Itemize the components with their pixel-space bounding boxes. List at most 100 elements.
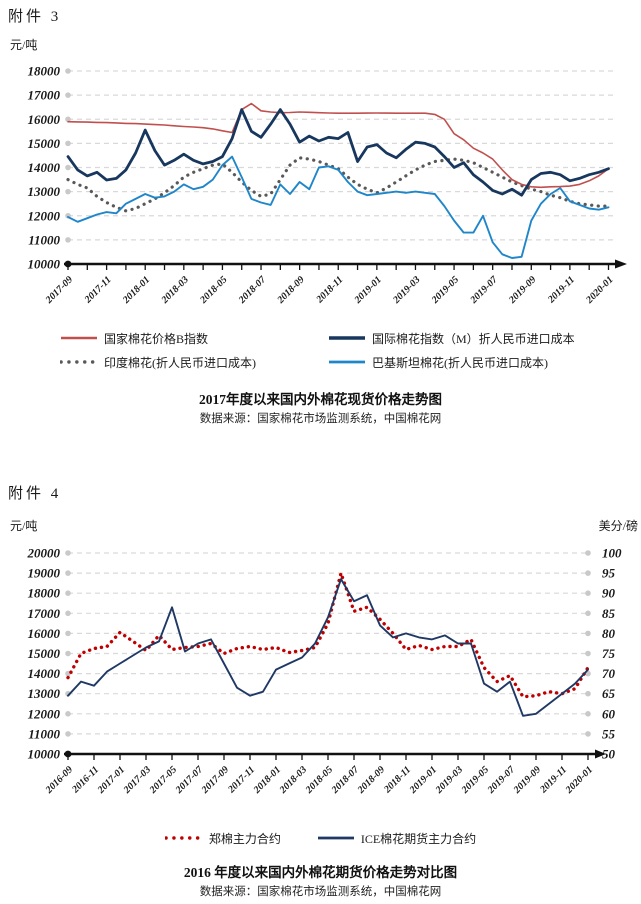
x-axis-label: 2020-01: [584, 274, 616, 306]
legend-label: 国际棉花指数（M）折人民币进口成本: [372, 331, 575, 346]
series-line-1: [66, 108, 610, 197]
y-axis-label: 14000: [28, 666, 61, 681]
grid-dot-right: [585, 690, 591, 697]
x-axis-label: 2019-03: [391, 274, 423, 306]
right-y-axis-label: 90: [602, 586, 616, 601]
series-dots-0: [66, 571, 590, 699]
grid-dot-right: [585, 610, 591, 617]
x-axis-label: 2018-03: [159, 274, 191, 306]
y-axis-label: 18000: [28, 586, 61, 601]
y-axis-label: 11000: [28, 232, 60, 247]
right-y-axis-label: 75: [602, 646, 616, 661]
legend-label: 郑棉主力合约: [208, 831, 281, 846]
y-axis-label: 14000: [28, 160, 61, 175]
x-axis-label: 2019-09: [506, 274, 538, 306]
y-axis-label: 16000: [28, 112, 61, 127]
legend-swatch-line: [317, 836, 354, 840]
y-axis-label: 15000: [28, 646, 61, 661]
x-axis-label: 2018-05: [303, 764, 335, 796]
x-axis-label: 2017-11: [225, 764, 257, 796]
right-y-axis-label: 95: [602, 566, 616, 581]
y-axis-label: 17000: [28, 606, 61, 621]
x-axis-label: 2018-11: [381, 764, 413, 796]
y-axis-label: 12000: [28, 208, 61, 223]
attachment-3-label: 附件 3: [8, 9, 62, 25]
x-axis-label: 2016-09: [43, 764, 75, 796]
x-axis-label: 2016-11: [69, 764, 101, 796]
grid-dot-left: [65, 116, 71, 123]
x-axis-label: 2019-05: [429, 274, 461, 306]
series-dots-2: [66, 156, 611, 213]
grid-dot-left: [65, 570, 71, 576]
chart1-source: 数据来源：国家棉花市场监测系统，中国棉花网: [199, 413, 442, 425]
attachment-4-label: 附件 4: [8, 486, 62, 502]
x-axis-label: 2019-05: [459, 764, 491, 796]
x-axis-origin-dot: [64, 260, 72, 268]
spot-price-chart-group: 10000 11000 12000 13000 14000 15000 16000 17000…: [28, 64, 627, 307]
grid-dot-right: [585, 650, 591, 657]
y-axis-label: 16000: [28, 626, 61, 641]
chart1-title: 2017年度以来国内外棉花现货价格走势图: [199, 392, 442, 407]
legend-item: ICE棉花期货主力合约: [317, 831, 477, 846]
grid-dot-right: [585, 630, 591, 637]
x-axis-label: 2019-01: [407, 764, 439, 796]
x-axis-label: 2018-01: [251, 764, 283, 796]
y-axis-label: 17000: [28, 88, 61, 103]
chart2-title: 2016 年度以来国内外棉花期货价格走势对比图: [183, 865, 458, 880]
legend-label: 国家棉花价格B指数: [104, 331, 209, 346]
right-y-axis-label: 60: [602, 706, 616, 721]
legend-label: ICE棉花期货主力合约: [360, 831, 477, 846]
grid-dot-right: [585, 550, 591, 556]
right-y-axis-label: 80: [602, 626, 616, 641]
x-axis-label: 2018-01: [120, 274, 152, 306]
y-axis-label: 19000: [28, 566, 61, 581]
y-axis-label: 10000: [28, 257, 61, 272]
grid-dot-right: [585, 590, 591, 596]
x-axis-label: 2018-09: [355, 764, 387, 796]
x-axis-label: 2018-09: [275, 274, 307, 306]
y-axis-label: 12000: [28, 706, 61, 721]
grid-dot-left: [65, 550, 71, 556]
grid-dot-left: [65, 590, 71, 596]
right-y-axis-label: 65: [602, 686, 616, 701]
x-axis-label: 2017-09: [43, 274, 75, 306]
y-axis-label: 15000: [28, 136, 61, 151]
legend-label: 印度棉花(折人民币进口成本): [104, 355, 256, 370]
legend-label: 巴基斯坦棉花(折人民币进口成本): [372, 355, 548, 370]
x-axis-label: 2019-11: [537, 764, 569, 796]
x-axis-label: 2017-11: [82, 274, 114, 306]
grid-dot-left: [65, 731, 71, 737]
x-axis-label: 2019-09: [511, 764, 543, 796]
x-axis-origin-dot: [64, 750, 72, 758]
x-axis-arrow-icon: [595, 749, 606, 759]
legend-swatch-line: [329, 336, 365, 340]
x-axis-label: 2019-07: [468, 274, 501, 307]
grid-dot-left: [65, 188, 71, 195]
legend-swatch-line: [329, 360, 365, 364]
legend-swatch-dots: [164, 836, 203, 840]
chart2-right-axis-unit: 美分/磅: [598, 519, 638, 533]
y-axis-label: 13000: [28, 184, 61, 199]
chart2-source: 数据来源：国家棉花市场监测系统，中国棉花网: [199, 886, 442, 898]
grid-dot-right: [585, 570, 591, 576]
grid-dot-left: [65, 630, 71, 637]
x-axis-label: 2018-11: [314, 274, 346, 306]
chart2-left-axis-unit: 元/吨: [10, 519, 38, 533]
x-axis-arrow-icon: [615, 259, 627, 269]
grid-dot-left: [65, 610, 71, 617]
legend-swatch-line: [61, 336, 97, 340]
x-axis-label: 2017-03: [121, 764, 153, 796]
x-axis-label: 2019-03: [433, 764, 465, 796]
x-axis-label: 2018-03: [277, 764, 309, 796]
x-axis-label: 2018-07: [236, 274, 269, 307]
x-axis-label: 2017-07: [173, 764, 206, 797]
chart2-legend: 郑棉主力合约 ICE棉花期货主力合约: [0, 831, 641, 846]
grid-dot-left: [65, 92, 71, 98]
legend-item: 国家棉花价格B指数: [60, 331, 209, 346]
right-y-axis-label: 85: [602, 606, 616, 621]
x-axis-label: 2017-05: [147, 764, 179, 796]
futures-price-chart-group: 10000 11000 12000 13000 14000 15000 16000 17000…: [27, 546, 623, 797]
right-y-axis-label: 55: [602, 726, 616, 741]
